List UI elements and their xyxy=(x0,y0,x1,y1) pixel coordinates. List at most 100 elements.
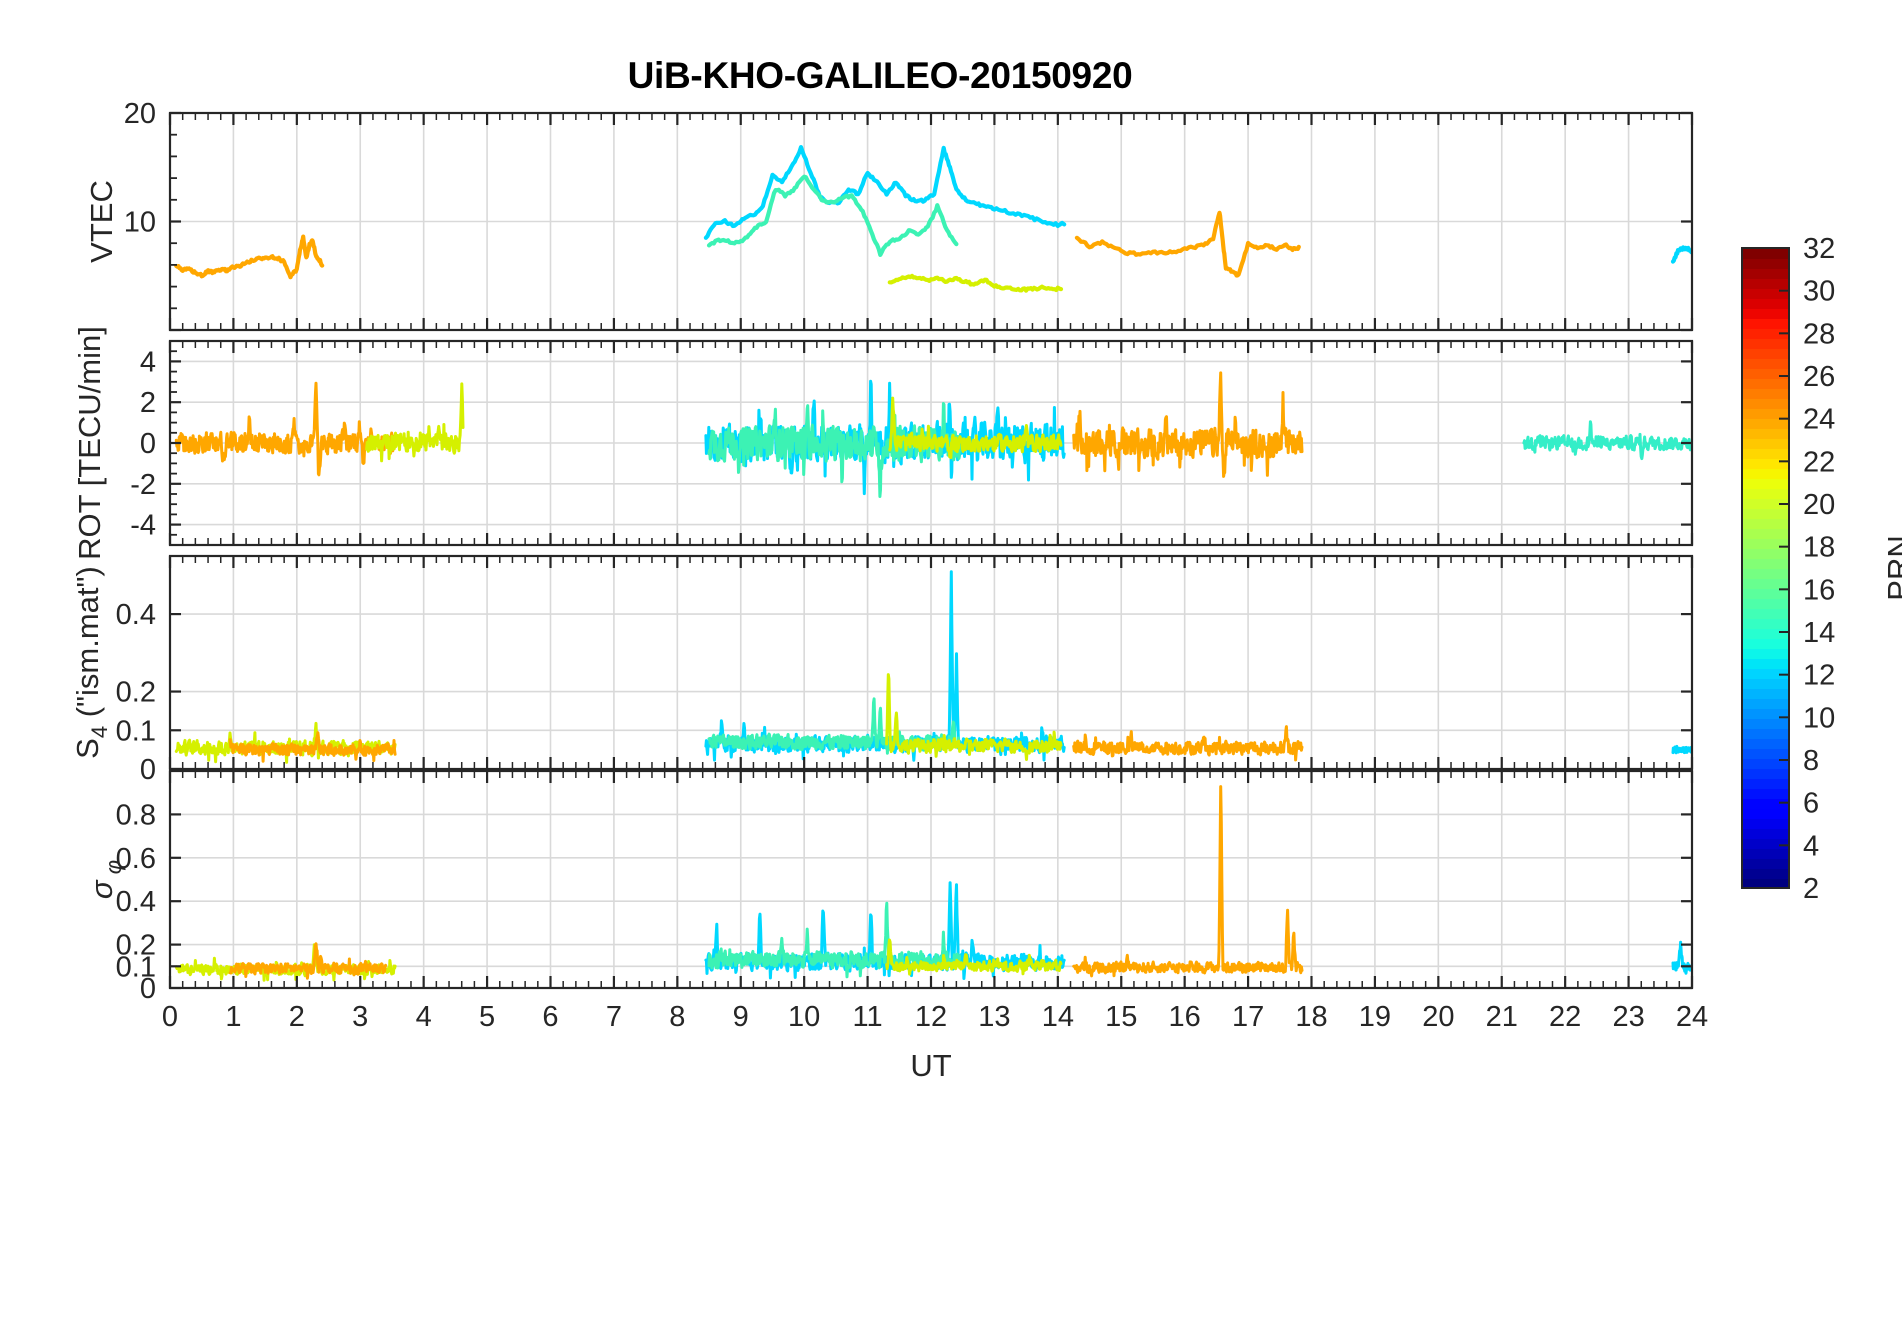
colorbar-segment xyxy=(1742,828,1789,839)
series-noise-prn-22-1 xyxy=(228,942,388,980)
colorbar-segment xyxy=(1742,708,1789,719)
colorbar-tick-label: 24 xyxy=(1803,404,1835,436)
colorbar-segment xyxy=(1742,718,1789,729)
series-noise-prn-22-5 xyxy=(1072,785,1304,978)
colorbar-segment xyxy=(1742,318,1789,329)
xtick-label: 0 xyxy=(162,1001,178,1033)
xtick-label: 19 xyxy=(1359,1001,1391,1033)
series-noise-prn-19-4 xyxy=(885,938,1063,976)
colorbar-segment xyxy=(1742,468,1789,479)
colorbar-segment xyxy=(1742,458,1789,469)
ytick-label: 0.4 xyxy=(116,886,156,918)
colorbar-segment xyxy=(1742,488,1789,499)
xtick-label: 21 xyxy=(1486,1001,1518,1033)
colorbar-segment xyxy=(1742,528,1789,539)
colorbar-segment xyxy=(1742,548,1789,559)
colorbar-segment xyxy=(1742,358,1789,369)
colorbar-segment xyxy=(1742,848,1789,859)
series-line-prn-15 xyxy=(706,174,959,257)
ytick-label: 20 xyxy=(124,98,156,130)
ytick-label: 0.4 xyxy=(116,599,156,631)
ytick-label: 0.8 xyxy=(116,799,156,831)
colorbar-segment xyxy=(1742,678,1789,689)
colorbar-segment xyxy=(1742,658,1789,669)
series-noise-prn-12-2 xyxy=(704,570,1066,762)
panel-ylabel-s4: S4 ("ism.mat") xyxy=(70,566,112,759)
colorbar-segment xyxy=(1742,378,1789,389)
xtick-label: 7 xyxy=(606,1001,622,1033)
xtick-label: 9 xyxy=(733,1001,749,1033)
panel-s4: 0 0.1 0.2 0.4S4 ("ism.mat") xyxy=(70,554,1694,786)
xtick-label: 10 xyxy=(788,1001,820,1033)
colorbar-segment xyxy=(1742,398,1789,409)
series-line-prn-22 xyxy=(174,234,325,280)
panel-ylabel-sigma_phi: σ φ xyxy=(84,860,126,899)
colorbar-segment xyxy=(1742,628,1789,639)
series-line-prn-12 xyxy=(703,145,1067,240)
xtick-label: 1 xyxy=(225,1001,241,1033)
xtick-label: 16 xyxy=(1169,1001,1201,1033)
xtick-label: 20 xyxy=(1422,1001,1454,1033)
colorbar-segment xyxy=(1742,348,1789,359)
ytick-label: 2 xyxy=(140,387,156,419)
colorbar-segment xyxy=(1742,798,1789,809)
ytick-label: 0.1 xyxy=(116,951,156,983)
colorbar-segment xyxy=(1742,598,1789,609)
series-noise-prn-19-0 xyxy=(174,721,397,764)
xtick-label: 4 xyxy=(416,1001,432,1033)
colorbar-segment xyxy=(1742,758,1789,769)
colorbar-segment xyxy=(1742,668,1789,679)
colorbar-segment xyxy=(1742,518,1789,529)
colorbar-segment xyxy=(1742,688,1789,699)
xtick-label: 12 xyxy=(915,1001,947,1033)
colorbar-segment xyxy=(1742,438,1789,449)
colorbar-segment xyxy=(1742,648,1789,659)
xtick-label: 18 xyxy=(1295,1001,1327,1033)
colorbar-tick-label: 4 xyxy=(1803,830,1819,862)
colorbar-segment xyxy=(1742,248,1789,259)
series-noise-prn-19-1 xyxy=(365,382,465,463)
ytick-label: 0 xyxy=(140,973,156,1005)
series-noise-prn-22-1 xyxy=(228,731,397,763)
series-noise-prn-19-4 xyxy=(885,673,1063,761)
colorbar-tick-label: 14 xyxy=(1803,617,1835,649)
series-noise-prn-15-3 xyxy=(707,901,961,979)
xtick-label: 13 xyxy=(978,1001,1010,1033)
xtick-label: 6 xyxy=(542,1001,558,1033)
ytick-label: 0 xyxy=(140,428,156,460)
series-line-prn-22 xyxy=(1074,210,1301,278)
data-layer xyxy=(174,785,1692,982)
colorbar-segment xyxy=(1742,778,1789,789)
data-layer xyxy=(174,570,1692,764)
ytick-label: 0.2 xyxy=(116,930,156,962)
series-noise-prn-22-5 xyxy=(1072,725,1304,762)
colorbar-title: PRN xyxy=(1881,535,1902,600)
series-noise-prn-12-6 xyxy=(1671,940,1692,975)
colorbar-tick-label: 6 xyxy=(1803,788,1819,820)
colorbar-segment xyxy=(1742,308,1789,319)
colorbar-tick-label: 12 xyxy=(1803,660,1835,692)
xtick-label: 15 xyxy=(1105,1001,1137,1033)
colorbar-segment xyxy=(1742,608,1789,619)
colorbar-segment xyxy=(1742,288,1789,299)
colorbar-segment xyxy=(1742,878,1789,889)
xtick-label: 17 xyxy=(1232,1001,1264,1033)
colorbar-tick-label: 16 xyxy=(1803,574,1835,606)
xtick-label: 2 xyxy=(289,1001,305,1033)
panel-rot: -4 -2 0 2 4 ROT [TECU/min] xyxy=(72,326,1694,560)
colorbar-segment xyxy=(1742,808,1789,819)
ytick-label: -2 xyxy=(130,469,156,501)
xtick-label: 5 xyxy=(479,1001,495,1033)
colorbar-segment xyxy=(1742,858,1789,869)
ytick-label: -4 xyxy=(130,510,156,542)
xtick-label: 23 xyxy=(1612,1001,1644,1033)
colorbar-segment xyxy=(1742,388,1789,399)
colorbar-segment xyxy=(1742,298,1789,309)
panel-ylabel-rot: ROT [TECU/min] xyxy=(72,326,107,560)
colorbar-segment xyxy=(1742,868,1789,879)
series-noise-prn-12-6 xyxy=(1671,744,1692,755)
colorbar-tick-label: 20 xyxy=(1803,489,1835,521)
